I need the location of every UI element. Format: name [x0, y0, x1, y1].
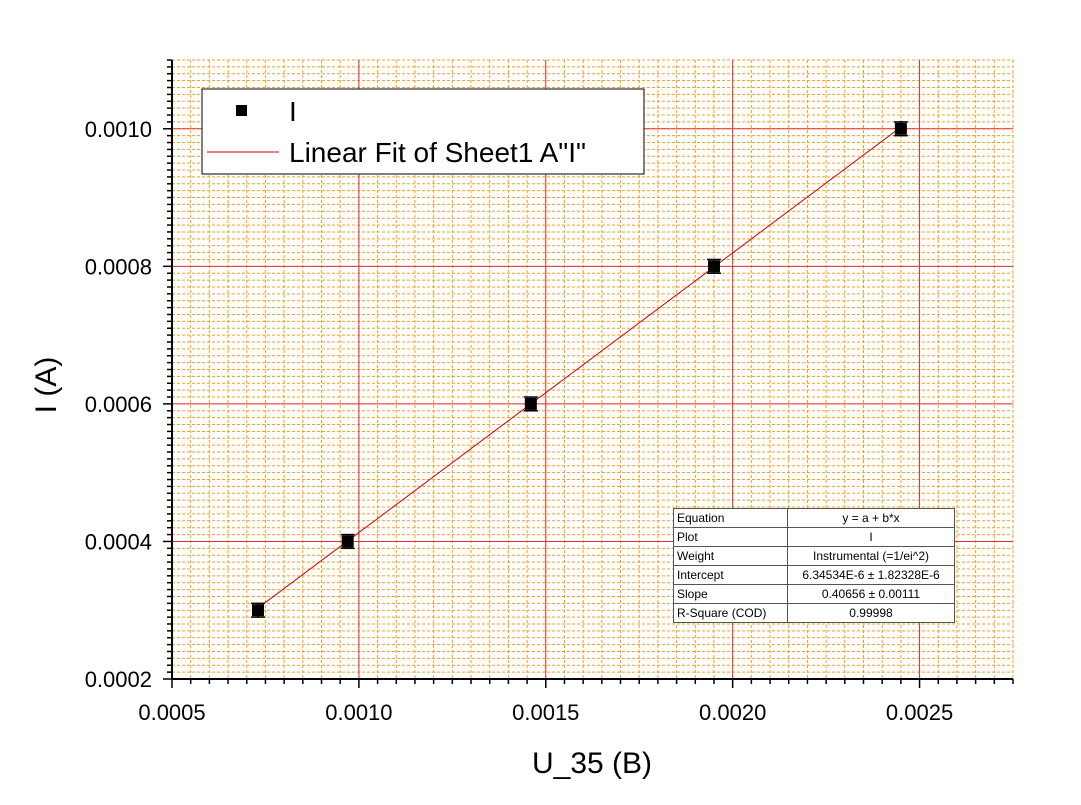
data-points-layer — [250, 121, 908, 618]
fit-table-key: Weight — [673, 546, 788, 566]
fit-table-row: Intercept 6.34534E-6 ± 1.82328E-6 — [673, 565, 955, 585]
fit-table-row: Equation y = a + b*x — [673, 508, 955, 528]
x-tick-label: 0.0005 — [138, 700, 205, 725]
x-axis-title: U_35 (B) — [532, 747, 652, 780]
fit-table-row: Slope 0.40656 ± 0.00111 — [673, 584, 955, 604]
fit-table-row: Plot I — [673, 527, 955, 547]
legend-marker-square — [236, 105, 247, 116]
y-axis-title: I (A) — [30, 357, 63, 414]
point-marker — [707, 260, 720, 273]
fit-table-row: Weight Instrumental (=1/ei^2) — [673, 546, 955, 566]
x-tick-label: 0.0020 — [699, 700, 766, 725]
x-tick-label: 0.0010 — [325, 700, 392, 725]
axes-layer — [163, 59, 1014, 688]
point-marker — [524, 397, 537, 410]
fit-table-key: Equation — [673, 508, 788, 528]
fit-table-key: Slope — [673, 584, 788, 604]
point-marker — [251, 604, 264, 617]
fit-table-key: Intercept — [673, 565, 788, 585]
data-point — [706, 258, 721, 274]
fit-line — [257, 126, 902, 609]
x-tick-label: 0.0025 — [886, 700, 953, 725]
fit-table-value: 0.99998 — [787, 603, 955, 623]
legend: I Linear Fit of Sheet1 A"I" — [201, 88, 645, 175]
y-tick-label: 0.0002 — [85, 667, 152, 692]
fit-table-value: I — [787, 527, 955, 547]
fit-table-key: R-Square (COD) — [673, 603, 788, 623]
data-point — [523, 396, 538, 412]
point-marker — [894, 122, 907, 135]
fit-results-table: Equation y = a + b*x Plot I Weight Instrument… — [673, 508, 955, 623]
legend-label-fit: Linear Fit of Sheet1 A"I" — [289, 137, 586, 168]
point-marker — [341, 535, 354, 548]
fit-table-value: 0.40656 ± 0.00111 — [787, 584, 955, 604]
legend-label-points: I — [289, 96, 297, 127]
fit-table-value: y = a + b*x — [787, 508, 955, 528]
data-point — [893, 121, 908, 137]
fit-table-value: 6.34534E-6 ± 1.82328E-6 — [787, 565, 955, 585]
data-point — [340, 533, 355, 550]
y-tick-label: 0.0006 — [85, 392, 152, 417]
fit-table-key: Plot — [673, 527, 788, 547]
fit-table-value: Instrumental (=1/ei^2) — [787, 546, 955, 566]
data-point — [250, 602, 265, 618]
y-tick-label: 0.0010 — [85, 117, 152, 142]
tick-labels-layer: 0.0005 0.0010 0.0015 0.0020 0.0025 0.0002 0.00… — [85, 117, 954, 725]
fit-line-layer — [257, 126, 902, 609]
y-tick-label: 0.0004 — [85, 529, 152, 554]
x-tick-label: 0.0015 — [512, 700, 579, 725]
legend-box — [201, 88, 645, 175]
fit-table-row: R-Square (COD) 0.99998 — [673, 603, 955, 623]
y-tick-label: 0.0008 — [85, 254, 152, 279]
